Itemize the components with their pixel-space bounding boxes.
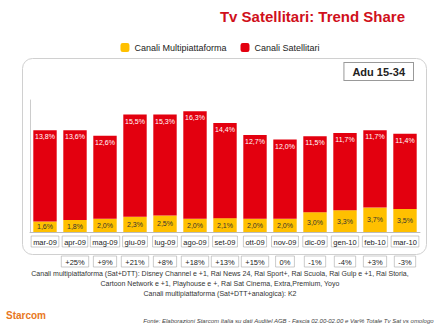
- svg-text:mag-09: mag-09: [92, 238, 117, 247]
- svg-text:11,7%: 11,7%: [365, 133, 384, 140]
- svg-text:dic-09: dic-09: [305, 238, 325, 247]
- svg-text:12,0%: 12,0%: [275, 143, 295, 150]
- svg-text:+9%: +9%: [97, 258, 113, 267]
- svg-text:Canali Satellitari: Canali Satellitari: [255, 43, 320, 53]
- svg-text:mar-10: mar-10: [393, 238, 417, 247]
- svg-text:+18%: +18%: [185, 258, 205, 267]
- svg-text:2,0%: 2,0%: [97, 222, 113, 229]
- svg-text:nov-09: nov-09: [274, 238, 297, 247]
- svg-text:feb-10: feb-10: [364, 238, 385, 247]
- svg-text:set-09: set-09: [215, 238, 236, 247]
- svg-text:+21%: +21%: [125, 258, 145, 267]
- svg-text:Adu 15-34: Adu 15-34: [352, 66, 405, 78]
- svg-text:3,0%: 3,0%: [307, 219, 323, 226]
- svg-text:12,7%: 12,7%: [245, 138, 265, 145]
- svg-text:16,3%: 16,3%: [185, 114, 205, 121]
- svg-text:2,5%: 2,5%: [157, 220, 173, 227]
- svg-text:Canali Multipiattaforma: Canali Multipiattaforma: [134, 43, 226, 53]
- svg-text:Tv Satellitari: Trend Share: Tv Satellitari: Trend Share: [220, 8, 405, 25]
- svg-text:+13%: +13%: [215, 258, 235, 267]
- svg-text:+15%: +15%: [245, 258, 265, 267]
- svg-text:lug-09: lug-09: [155, 238, 176, 247]
- svg-text:2,3%: 2,3%: [127, 221, 143, 228]
- svg-text:Canali multipiattaforma (Sat+D: Canali multipiattaforma (Sat+DTT): Disne…: [31, 270, 408, 278]
- svg-text:11,4%: 11,4%: [395, 137, 414, 144]
- svg-text:Starcom: Starcom: [6, 310, 46, 321]
- svg-text:gen-10: gen-10: [333, 238, 356, 247]
- svg-text:15,3%: 15,3%: [155, 118, 175, 125]
- svg-text:+3%: +3%: [367, 258, 383, 267]
- svg-text:ago-09: ago-09: [183, 238, 206, 247]
- svg-text:giu-09: giu-09: [125, 238, 146, 247]
- svg-text:-3%: -3%: [398, 258, 412, 267]
- svg-text:11,7%: 11,7%: [335, 136, 354, 143]
- svg-text:12,6%: 12,6%: [95, 139, 115, 146]
- svg-text:apr-09: apr-09: [64, 238, 86, 247]
- svg-text:3,3%: 3,3%: [337, 218, 353, 225]
- svg-text:mar-09: mar-09: [33, 238, 57, 247]
- svg-text:-1%: -1%: [308, 258, 322, 267]
- svg-text:-4%: -4%: [338, 258, 352, 267]
- svg-text:14,4%: 14,4%: [215, 126, 235, 133]
- svg-text:0%: 0%: [280, 258, 291, 267]
- svg-text:2,1%: 2,1%: [217, 222, 233, 229]
- svg-text:Fonte: Elaborazioni Starcom It: Fonte: Elaborazioni Starcom Italia su da…: [143, 318, 434, 324]
- svg-text:1,6%: 1,6%: [37, 223, 53, 230]
- svg-text:3,5%: 3,5%: [397, 217, 413, 224]
- svg-text:+8%: +8%: [157, 258, 173, 267]
- svg-text:11,5%: 11,5%: [305, 139, 324, 146]
- svg-text:3,7%: 3,7%: [367, 216, 383, 223]
- svg-text:15,5%: 15,5%: [125, 118, 145, 125]
- svg-text:2,0%: 2,0%: [277, 222, 293, 229]
- svg-text:2,0%: 2,0%: [187, 222, 203, 229]
- svg-text:13,6%: 13,6%: [65, 133, 85, 140]
- svg-text:13,8%: 13,8%: [35, 133, 55, 140]
- svg-text:1,8%: 1,8%: [67, 223, 83, 230]
- svg-text:+25%: +25%: [65, 258, 85, 267]
- svg-text:Canali multipiattaforma (Sat+D: Canali multipiattaforma (Sat+DTT+analogi…: [144, 290, 297, 298]
- svg-text:Cartoon Network e +1, Playhous: Cartoon Network e +1, Playhouse e +, Rai…: [100, 280, 339, 288]
- svg-text:ott-09: ott-09: [245, 238, 264, 247]
- svg-text:2,0%: 2,0%: [247, 222, 263, 229]
